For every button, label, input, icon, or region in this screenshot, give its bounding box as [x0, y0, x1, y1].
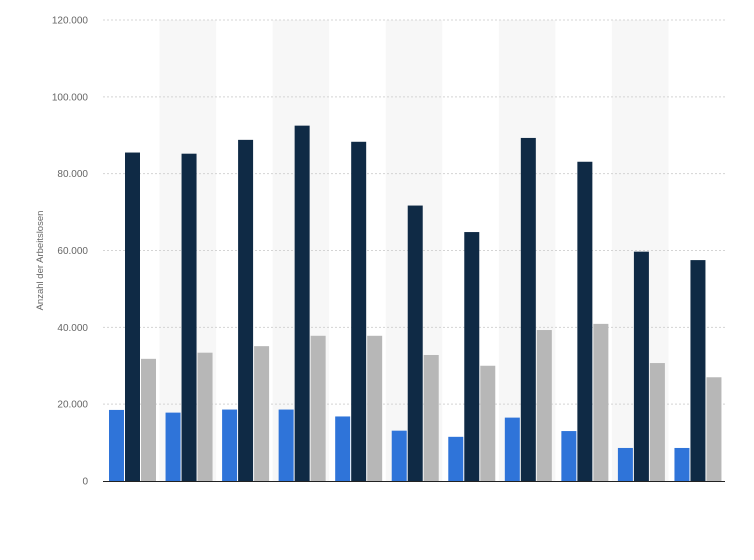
y-axis-ticks: 0 20.000 40.000 60.000 80.000 100.000 120.000 [52, 16, 89, 488]
bar [536, 330, 552, 481]
bar [423, 354, 439, 481]
bar [480, 365, 496, 481]
bar [464, 232, 480, 481]
bar [520, 137, 536, 482]
bar [197, 352, 213, 481]
bar [294, 125, 310, 481]
bar [181, 153, 197, 481]
bar [254, 346, 270, 481]
y-tick-label: 20.000 [57, 400, 88, 411]
bar [141, 358, 156, 481]
bar [617, 447, 633, 481]
bar [310, 335, 326, 481]
bar [222, 409, 238, 481]
bar [674, 447, 690, 481]
bar [125, 152, 140, 481]
bar [649, 363, 665, 481]
bar [335, 416, 351, 481]
bar [238, 139, 254, 482]
y-tick-label: 80.000 [57, 169, 88, 180]
bar [448, 436, 464, 481]
bar [278, 409, 294, 481]
bar [351, 141, 367, 482]
y-tick-label: 60.000 [57, 246, 88, 257]
bar [577, 161, 593, 481]
bar [165, 412, 181, 481]
bar [109, 409, 124, 481]
y-tick-label: 40.000 [57, 323, 88, 334]
bar [706, 377, 722, 481]
y-tick-label: 0 [82, 477, 88, 488]
bar [561, 431, 577, 481]
y-tick-label: 100.000 [52, 92, 89, 103]
bars [109, 125, 722, 482]
bar [593, 323, 609, 481]
bar [690, 260, 706, 481]
bar [367, 335, 383, 481]
y-axis-title: Anzahl der Arbeitslosen [35, 211, 46, 311]
bar [504, 417, 520, 481]
bar [633, 251, 649, 481]
y-tick-label: 120.000 [52, 16, 89, 27]
bar [407, 205, 423, 482]
bar [391, 430, 407, 481]
